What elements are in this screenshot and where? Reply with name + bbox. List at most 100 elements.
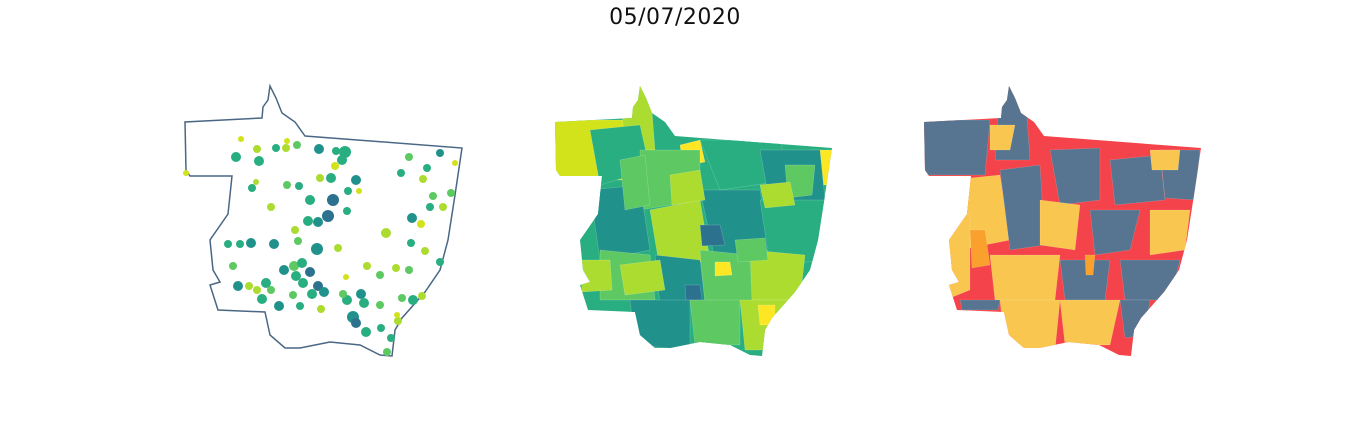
municipality-bubble	[233, 281, 243, 291]
municipality-bubble	[405, 153, 413, 161]
municipality-bubble	[295, 182, 303, 190]
municipality-bubble	[436, 149, 444, 157]
municipality-bubble	[436, 258, 444, 266]
municipality-bubble	[351, 175, 361, 185]
municipality-region	[699, 224, 726, 247]
municipality-bubble	[272, 144, 280, 152]
risk-region	[989, 124, 1016, 151]
page-title: 05/07/2020	[609, 5, 741, 30]
municipality-bubble	[274, 301, 284, 311]
municipality-bubble	[261, 278, 271, 288]
municipality-bubble	[343, 207, 351, 215]
municipality-bubble	[279, 265, 289, 275]
risk-choropleth-panel	[924, 86, 1201, 356]
risk-region	[1089, 209, 1141, 256]
municipality-bubble	[332, 147, 340, 155]
risk-region	[989, 254, 1061, 301]
municipality-bubble	[238, 136, 244, 142]
municipality-bubble	[253, 286, 261, 294]
municipality-bubble	[284, 138, 290, 144]
municipality-bubble	[392, 264, 400, 272]
municipality-bubble	[253, 179, 259, 185]
municipality-region	[759, 181, 796, 209]
municipality-bubble	[297, 258, 307, 268]
risk-region	[1119, 299, 1151, 339]
viridis-choropleth-panel	[555, 86, 832, 356]
municipality-bubble	[322, 210, 334, 222]
municipality-bubble	[236, 240, 244, 248]
risk-region	[959, 299, 1001, 311]
municipality-bubble	[327, 194, 339, 206]
municipality-bubble	[314, 144, 324, 154]
municipality-bubble	[296, 302, 304, 310]
municipality-bubble	[337, 155, 347, 165]
municipality-bubble	[317, 305, 325, 313]
municipality-bubble	[183, 170, 189, 176]
risk-region	[1149, 209, 1191, 256]
municipality-bubble	[231, 152, 241, 162]
municipality-bubble	[326, 173, 336, 183]
municipality-bubble	[305, 195, 315, 205]
municipality-region	[714, 261, 733, 277]
municipality-bubble	[316, 174, 324, 182]
municipality-bubble	[269, 239, 279, 249]
municipality-bubble	[363, 262, 371, 270]
risk-region	[1149, 149, 1181, 171]
municipality-bubble	[377, 324, 385, 332]
municipality-bubble	[294, 237, 302, 245]
municipality-bubble	[376, 301, 384, 309]
municipality-bubble	[289, 261, 299, 271]
municipality-bubble	[383, 348, 391, 356]
municipality-bubble	[394, 317, 402, 325]
municipality-bubble	[303, 216, 313, 226]
municipality-region	[629, 299, 691, 351]
municipality-bubble	[376, 271, 384, 279]
risk-region	[939, 209, 971, 301]
municipality-region	[689, 299, 741, 346]
municipality-bubble	[361, 327, 371, 337]
municipality-bubble	[319, 287, 329, 297]
risk-region	[924, 119, 991, 176]
municipality-bubble	[426, 203, 434, 211]
risk-region	[1039, 199, 1081, 251]
municipality-bubble	[334, 244, 342, 252]
municipality-bubble	[394, 312, 400, 318]
risk-region	[999, 299, 1061, 351]
municipality-bubble	[407, 213, 417, 223]
bubble-map-panel	[183, 85, 463, 357]
municipality-bubble	[408, 295, 418, 305]
municipality-bubble	[282, 144, 290, 152]
municipality-bubble	[253, 145, 261, 153]
municipality-bubble	[339, 290, 347, 298]
municipality-bubble	[417, 220, 425, 228]
risk-region	[1059, 259, 1111, 301]
municipality-bubble	[283, 181, 291, 189]
municipality-region	[619, 154, 651, 211]
municipality-bubble	[307, 289, 317, 299]
municipality-bubble	[254, 156, 264, 166]
municipality-bubble	[246, 238, 256, 248]
municipality-bubble	[419, 175, 427, 183]
risk-region-layer	[924, 86, 1201, 351]
municipality-bubble	[356, 289, 366, 299]
risk-region	[1119, 259, 1181, 301]
risk-region	[1059, 299, 1121, 346]
municipality-bubble	[305, 267, 315, 277]
municipality-bubble	[421, 247, 429, 255]
municipality-bubble	[439, 203, 447, 211]
municipality-bubble	[343, 274, 349, 280]
municipality-bubble	[248, 184, 256, 192]
municipality-bubble	[359, 298, 369, 308]
municipality-region	[669, 169, 706, 206]
municipality-bubble	[245, 282, 253, 290]
municipality-bubble	[405, 266, 413, 274]
municipality-bubble	[407, 239, 415, 247]
municipality-region	[734, 237, 769, 263]
municipality-bubble	[311, 243, 323, 255]
municipality-bubble	[351, 318, 361, 328]
risk-region	[1049, 147, 1101, 206]
municipality-bubble	[298, 278, 308, 288]
risk-region	[1109, 154, 1166, 206]
municipality-bubble	[397, 169, 405, 177]
